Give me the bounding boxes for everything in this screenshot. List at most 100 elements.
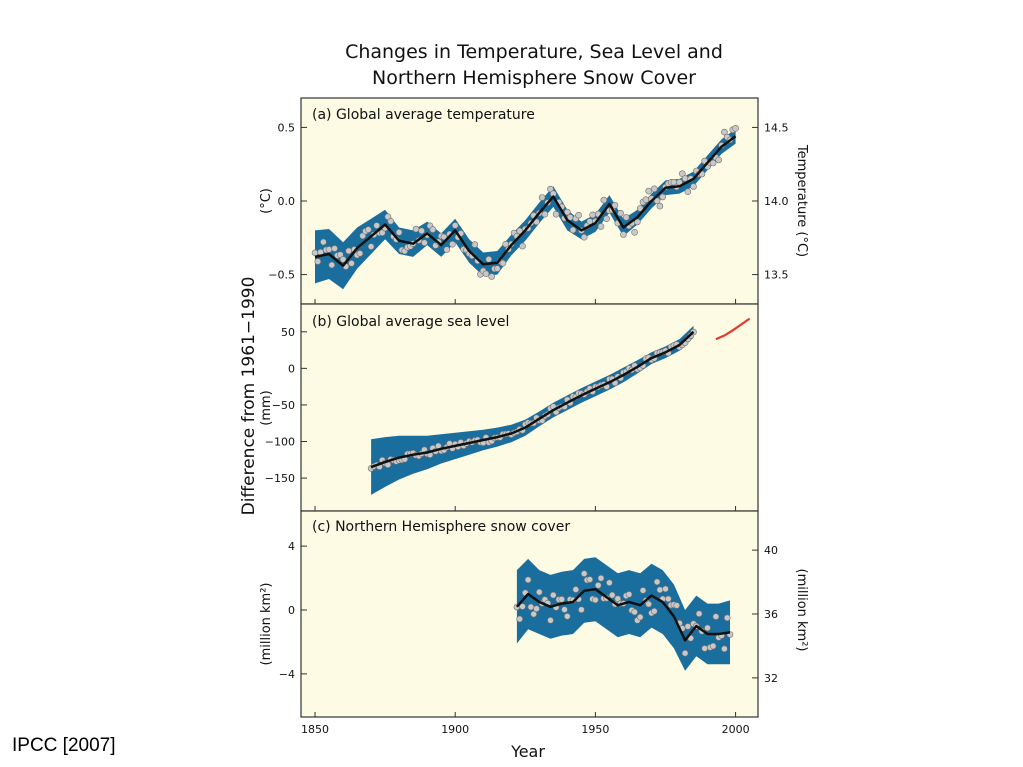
panel-snow-cover-annual-point bbox=[653, 578, 661, 586]
panel-temperature-smoothed-line bbox=[314, 135, 737, 267]
panel-snow-cover-annual-point bbox=[656, 586, 664, 594]
panel-snow-cover-annual-point bbox=[527, 603, 535, 611]
panel-sea-level-ylabel: (mm) bbox=[259, 390, 274, 425]
panel-temperature-annual-point bbox=[650, 185, 658, 193]
panel-snow-cover-ytick-right-label: 32 bbox=[764, 672, 778, 685]
panel-temperature-annual-point bbox=[485, 255, 493, 263]
panel-temperature-annual-point bbox=[586, 218, 594, 225]
x-axis: 1850 1900 1950 2000 bbox=[301, 723, 750, 736]
panel-snow-cover-annual-point bbox=[695, 610, 703, 618]
panel-snow-cover-ylabel-right: (million km²) bbox=[794, 569, 809, 652]
panel-temperature-annual-point bbox=[443, 246, 451, 253]
panel-snow-cover-title: (c) Northern Hemisphere snow cover bbox=[312, 519, 570, 535]
panel-temperature-annual-point bbox=[631, 229, 638, 236]
panel-snow-cover-annual-point bbox=[572, 586, 580, 593]
panel-snow-cover-ytick-right-label: 40 bbox=[764, 544, 778, 557]
panel-temperature-annual-point bbox=[620, 231, 627, 238]
panel-snow-cover-ytick-right-label: 36 bbox=[764, 608, 778, 621]
panel-snow-cover-annual-point bbox=[535, 588, 543, 596]
x-axis-label: Year bbox=[510, 742, 545, 761]
panel-temperature-annual-point bbox=[622, 214, 630, 221]
panel-temperature-annual-point bbox=[488, 273, 496, 280]
panel-temperature-annual-point bbox=[339, 256, 347, 263]
x-tick-label: 1950 bbox=[581, 723, 609, 736]
panel-temperature-annual-point bbox=[451, 222, 459, 229]
panel-snow-cover-annual-point bbox=[704, 624, 711, 632]
panel-snow-cover-annual-point bbox=[594, 581, 602, 589]
panel-temperature-annual-point bbox=[563, 208, 571, 216]
panel-snow-cover-annual-point bbox=[606, 579, 613, 587]
panel-temperature-annual-point bbox=[471, 241, 479, 248]
panel-temperature-annual-point bbox=[634, 218, 641, 226]
panel-snow-cover-annual-point bbox=[709, 642, 717, 650]
panel-temperature-annual-point bbox=[715, 156, 723, 164]
panel-snow-cover-annual-point bbox=[645, 600, 653, 608]
panel-snow-cover-annual-point bbox=[547, 616, 554, 624]
panel-snow-cover-annual-point bbox=[586, 576, 594, 583]
panel-sea-level-axes: 50 0 −50 −100 −150 bbox=[265, 326, 737, 511]
panel-snow-cover-annual-point bbox=[578, 606, 585, 614]
panel-temperature-annual-point bbox=[653, 197, 661, 205]
panel-sea-level-uncertainty-band bbox=[371, 325, 694, 495]
panel-temperature-annual-point bbox=[678, 170, 686, 177]
panel-temperature-annual-point bbox=[552, 210, 560, 218]
panel-temperature-annual-point bbox=[348, 259, 355, 267]
panel-snow-cover-annual-point bbox=[558, 595, 566, 603]
panel-snow-cover-annual-point bbox=[631, 608, 638, 616]
panel-temperature-annual-point bbox=[482, 270, 490, 278]
panel-snow-cover-annual-point bbox=[530, 610, 538, 618]
x-tick-label: 1900 bbox=[441, 723, 469, 736]
panel-snow-cover-annual-point bbox=[712, 613, 720, 620]
panel-snow-cover-annual-point bbox=[723, 614, 731, 622]
panel-snow-cover-ylabel: (million km²) bbox=[259, 583, 274, 666]
panel-sea-level: 50 0 −50 −100 −150 (b) Global average sea le… bbox=[259, 303, 759, 512]
panel-temperature-annual-point bbox=[575, 211, 582, 219]
panel-temperature-ytick-label: 0.0 bbox=[278, 195, 296, 208]
panel-temperature-annual-point bbox=[320, 238, 327, 246]
panel-temperature: 0.5 0.0 −0.5 14.5 14.0 13.5 (a) Global averag… bbox=[259, 97, 809, 305]
panel-temperature-ytick-right-label: 14.5 bbox=[764, 121, 789, 134]
panel-temperature-annual-point bbox=[367, 243, 375, 250]
panel-snow-cover-ytick-label: 0 bbox=[288, 604, 295, 617]
panel-temperature-annual-point bbox=[325, 246, 333, 253]
panel-temperature-annual-point bbox=[449, 240, 456, 248]
panel-sea-level-ytick-label: 50 bbox=[281, 326, 295, 339]
panel-temperature-title: (a) Global average temperature bbox=[312, 107, 535, 123]
panel-snow-cover-annual-point bbox=[636, 613, 644, 621]
panel-temperature-annual-point bbox=[418, 227, 425, 235]
panel-temperature-annual-point bbox=[541, 210, 549, 218]
panel-sea-level-ytick-label: −150 bbox=[265, 472, 295, 485]
panel-temperature-annual-point bbox=[732, 125, 739, 132]
panel-snow-cover-annual-point bbox=[597, 574, 605, 582]
panel-snow-cover-annual-point bbox=[524, 576, 532, 584]
panel-sea-level-plot bbox=[367, 317, 751, 495]
panel-temperature-annual-point bbox=[681, 175, 689, 182]
panel-temperature-annual-point bbox=[600, 196, 608, 204]
panel-snow-cover-annual-point bbox=[625, 591, 633, 598]
panel-temperature-annual-point bbox=[356, 250, 364, 257]
panel-temperature-annual-point bbox=[636, 205, 644, 212]
panel-temperature-annual-point bbox=[709, 159, 717, 167]
panel-snow-cover-annual-point bbox=[533, 605, 540, 613]
panel-snow-cover-annual-point bbox=[516, 615, 524, 623]
panel-sea-level-smoothed-line bbox=[370, 330, 695, 469]
panel-temperature-background bbox=[300, 97, 759, 305]
panel-temperature-annual-point bbox=[569, 226, 577, 234]
panel-snow-cover-annual-point bbox=[639, 587, 647, 594]
panel-temperature-annual-point bbox=[345, 247, 353, 255]
panel-snow-cover-plot bbox=[513, 557, 734, 671]
panel-temperature-ytick-label: −0.5 bbox=[268, 269, 295, 282]
panel-temperature-annual-point bbox=[328, 261, 336, 269]
panel-sea-level-satellite-line bbox=[715, 317, 751, 341]
panel-temperature-annual-point bbox=[642, 196, 650, 203]
panel-temperature-annual-point bbox=[499, 259, 507, 267]
panel-temperature-annual-point bbox=[656, 202, 664, 210]
panel-snow-cover-ytick-label: −4 bbox=[279, 668, 295, 681]
panel-snow-cover-ytick-label: 4 bbox=[288, 540, 295, 553]
panel-temperature-annual-point bbox=[611, 202, 619, 209]
panel-temperature-annual-point bbox=[440, 233, 448, 241]
panel-sea-level-ytick-label: −50 bbox=[272, 399, 295, 412]
panel-temperature-ytick-right-label: 14.0 bbox=[764, 195, 789, 208]
